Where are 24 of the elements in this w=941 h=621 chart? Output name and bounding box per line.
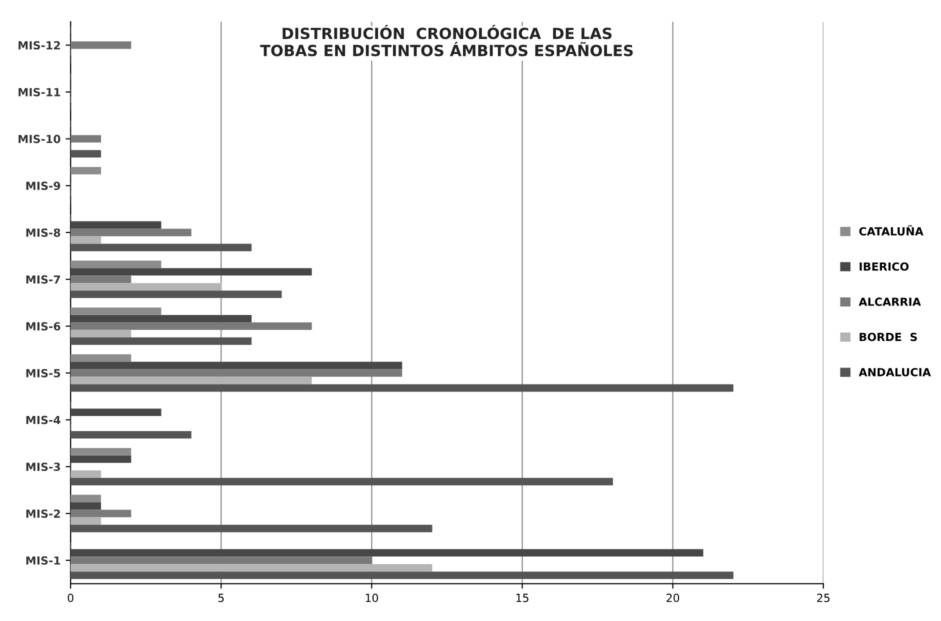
x-tick-label: 0 [68,594,74,602]
y-tick-label: MIS-10 [18,134,60,144]
y-tick-label: MIS-6 [26,322,60,331]
y-tick-label: MIS-12 [18,41,60,50]
x-tick-label: 15 [516,594,528,602]
x-tick-label: 25 [817,594,830,602]
y-tick-label: MIS-2 [26,509,60,518]
text: DISTRIBUCIÓN CRONOLÓGICA DE LAS TOBAS EN DISTINTOS ÁMBITOS ESPAÑOLES [260,24,633,56]
legend-label: ANDALUCIA [858,368,931,376]
y-tick-label: MIS-8 [26,228,60,237]
y-tick-label: MIS-1 [26,556,60,565]
legend-label: IBERICO [860,262,909,271]
y-tick-label: MIS-11 [18,88,60,96]
y-tick-label: MIS-3 [26,462,60,472]
y-tick-label: MIS-9 [26,182,60,190]
legend-label: BORDE S [860,332,917,342]
y-tick-label: MIS-7 [26,275,60,284]
x-tick-label: 10 [366,594,378,602]
x-tick-label: 5 [218,594,224,602]
legend-label: ALCARRIA [858,298,921,306]
x-tick-label: 20 [666,594,680,602]
legend-label: CATALUÑA [859,225,924,236]
y-tick-label: MIS-4 [26,416,60,424]
y-tick-label: MIS-5 [26,368,60,378]
